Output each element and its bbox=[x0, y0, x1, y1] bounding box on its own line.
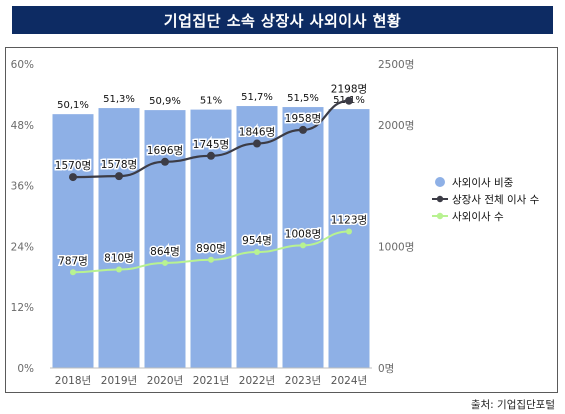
chart-svg: 0% 12% 24% 36% 48% 60% 0명 1000명 2000명 2500명 50,1% 5… bbox=[11, 59, 540, 387]
legend-marker-point bbox=[436, 212, 444, 220]
line-point-total bbox=[345, 96, 353, 105]
line-point-total bbox=[161, 157, 169, 166]
bar-value-label: 51,3% bbox=[103, 94, 135, 105]
line-value-label: 954명 bbox=[242, 235, 272, 247]
y-right-tick-label: 2000명 bbox=[378, 120, 414, 132]
x-tick-label: 2024년 bbox=[331, 375, 367, 387]
y-left-tick-label: 48% bbox=[11, 120, 34, 132]
x-tick-label: 2020년 bbox=[147, 375, 183, 387]
line-value-label: 1696명 bbox=[147, 145, 183, 157]
legend-marker-point bbox=[436, 195, 444, 203]
line-point-outside bbox=[70, 269, 76, 276]
bar-2024년 bbox=[328, 109, 370, 369]
bar-2023년 bbox=[282, 107, 324, 369]
chart-title-bar: 기업집단 소속 상장사 사외이사 현황 bbox=[12, 6, 553, 34]
bar-value-label: 50,1% bbox=[57, 100, 89, 111]
y-right-tick-label: 2500명 bbox=[378, 59, 414, 71]
line-point-outside bbox=[162, 259, 168, 266]
y-left-tick-label: 0% bbox=[17, 363, 34, 375]
line-value-label: 2198명 bbox=[331, 84, 367, 96]
line-value-label: 890명 bbox=[196, 243, 226, 255]
line-value-label: 1123명 bbox=[331, 214, 367, 226]
chart-frame: 0% 12% 24% 36% 48% 60% 0명 1000명 2000명 2500명 50,1% 5… bbox=[5, 47, 558, 393]
x-tick-label: 2022년 bbox=[239, 375, 275, 387]
bar-2019년 bbox=[98, 108, 140, 368]
line-value-label: 1958명 bbox=[285, 113, 321, 125]
x-tick-label: 2023년 bbox=[285, 375, 321, 387]
line-point-total bbox=[207, 151, 215, 160]
source-note: 출처: 기업집단포털 bbox=[470, 399, 555, 411]
bar-value-label: 51% bbox=[200, 96, 222, 107]
y-left-tick-label: 24% bbox=[11, 241, 34, 253]
legend-label: 상장사 전체 이사 수 bbox=[452, 194, 540, 206]
y-left-tick-label: 60% bbox=[11, 59, 34, 71]
bar-value-label: 51,7% bbox=[241, 92, 273, 103]
line-value-label: 864명 bbox=[150, 246, 180, 258]
x-tick-label: 2019년 bbox=[101, 375, 137, 387]
line-value-label: 787명 bbox=[58, 255, 88, 267]
bar-value-label: 51,5% bbox=[287, 93, 319, 104]
bar-2020년 bbox=[144, 110, 186, 369]
bar-2022년 bbox=[236, 106, 278, 368]
line-value-label: 1008명 bbox=[285, 228, 321, 240]
line-point-total bbox=[69, 173, 77, 182]
line-value-label: 1846명 bbox=[239, 127, 275, 139]
y-left-tick-label: 36% bbox=[11, 181, 34, 193]
legend-label: 사외이사 수 bbox=[452, 211, 504, 223]
x-tick-label: 2018년 bbox=[55, 375, 91, 387]
y-right-tick-label: 1000명 bbox=[378, 241, 414, 253]
line-value-label: 1570명 bbox=[55, 160, 91, 172]
line-value-label: 1745명 bbox=[193, 139, 229, 151]
line-point-outside bbox=[116, 266, 122, 273]
chart-title: 기업집단 소속 상장사 사외이사 현황 bbox=[163, 11, 402, 30]
legend-marker-bar bbox=[435, 177, 445, 187]
bar-2018년 bbox=[52, 114, 94, 368]
line-point-outside bbox=[346, 228, 352, 235]
line-value-label: 1578명 bbox=[101, 159, 137, 171]
line-point-outside bbox=[208, 256, 214, 263]
line-point-total bbox=[115, 172, 123, 181]
legend-label: 사외이사 비중 bbox=[452, 177, 514, 189]
line-value-label: 810명 bbox=[104, 253, 134, 265]
y-right-tick-label: 0명 bbox=[378, 363, 394, 375]
bar-value-label: 50,9% bbox=[149, 96, 181, 107]
line-point-outside bbox=[300, 242, 306, 249]
x-tick-label: 2021년 bbox=[193, 375, 229, 387]
line-point-outside bbox=[254, 248, 260, 255]
y-left-tick-label: 12% bbox=[11, 302, 34, 314]
line-point-total bbox=[253, 139, 261, 148]
line-point-total bbox=[299, 125, 307, 134]
